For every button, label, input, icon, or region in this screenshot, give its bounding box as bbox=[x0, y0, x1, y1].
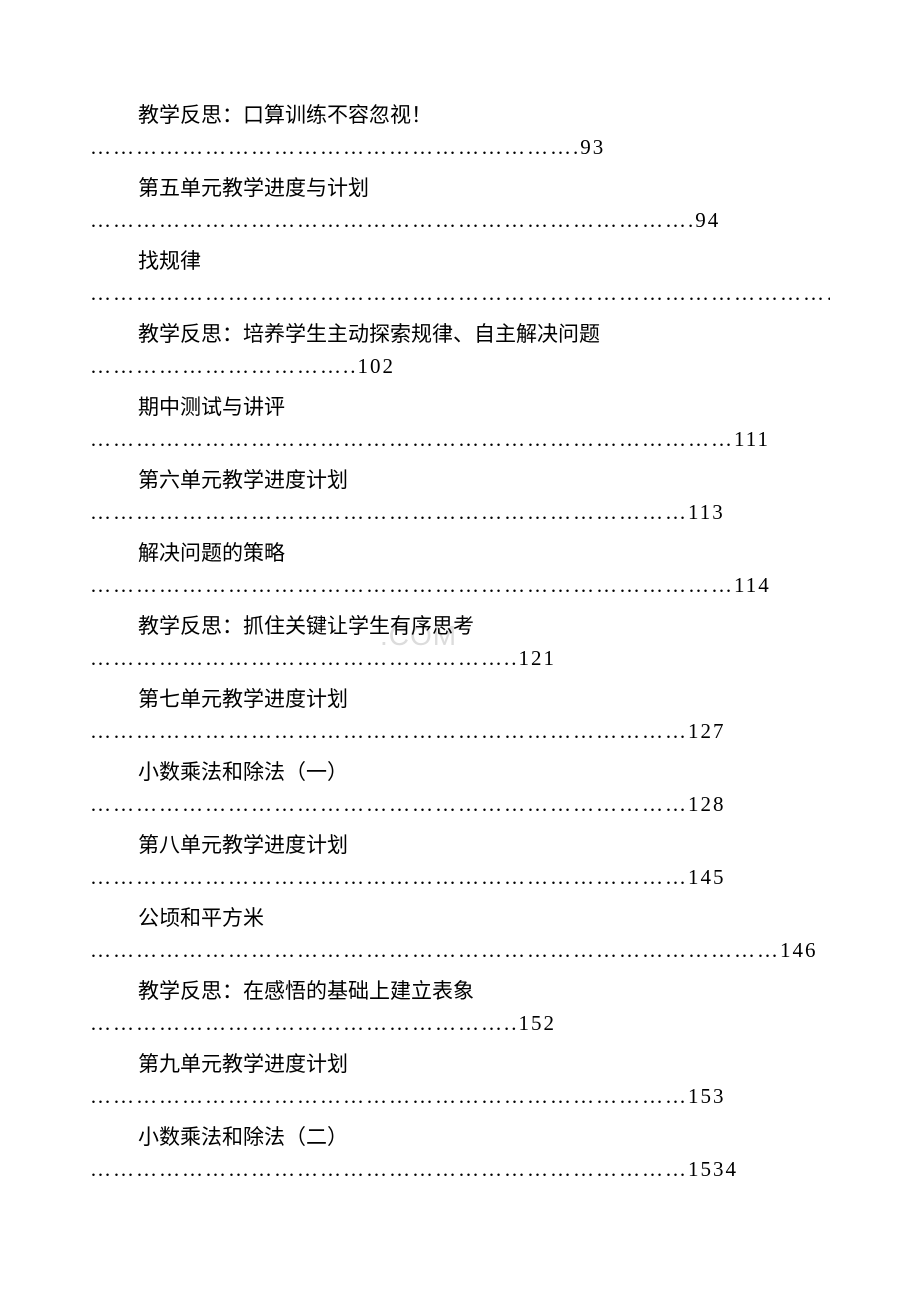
toc-page: 114 bbox=[734, 573, 771, 597]
toc-page: 121 bbox=[519, 646, 557, 670]
toc-dots: …………………………………………………………………………111 bbox=[90, 424, 830, 456]
toc-page: 153 bbox=[688, 1084, 726, 1108]
toc-entry: 教学反思：培养学生主动探索规律、自主解决问题 ……………………………..102 bbox=[90, 319, 830, 382]
toc-entry: 公顷和平方米 ………………………………………………………………………………146 bbox=[90, 903, 830, 966]
toc-dots: ……………………………………………………………………128 bbox=[90, 789, 830, 821]
toc-dots: ……………………………..102 bbox=[90, 351, 830, 383]
toc-title: 教学反思：口算训练不容忽视！ bbox=[90, 100, 830, 132]
toc-page: 102 bbox=[358, 354, 396, 378]
toc-entry: 教学反思：抓住关键让学生有序思考 ………………………………………………..121 bbox=[90, 611, 830, 674]
toc-dots: ……………………………………………………………………1534 bbox=[90, 1154, 830, 1186]
toc-entry: 小数乘法和除法（二） ……………………………………………………………………153… bbox=[90, 1122, 830, 1185]
toc-title: 第六单元教学进度计划 bbox=[90, 465, 830, 497]
toc-title: 教学反思：抓住关键让学生有序思考 bbox=[90, 611, 830, 643]
toc-page: 113 bbox=[688, 500, 725, 524]
toc-page: 146 bbox=[780, 938, 818, 962]
toc-entry: 第八单元教学进度计划 ……………………………………………………………………145 bbox=[90, 830, 830, 893]
toc-entry: 解决问题的策略 …………………………………………………………………………114 bbox=[90, 538, 830, 601]
toc-page: 1534 bbox=[688, 1157, 738, 1181]
toc-entry: 第七单元教学进度计划 ……………………………………………………………………127 bbox=[90, 684, 830, 747]
toc-dots: ……………………………………………………………………127 bbox=[90, 716, 830, 748]
toc-entry: 第九单元教学进度计划 ……………………………………………………………………153 bbox=[90, 1049, 830, 1112]
toc-page: 111 bbox=[734, 427, 770, 451]
toc-title: 小数乘法和除法（一） bbox=[90, 757, 830, 789]
toc-title: 解决问题的策略 bbox=[90, 538, 830, 570]
toc-title: 第八单元教学进度计划 bbox=[90, 830, 830, 862]
toc-title: 第九单元教学进度计划 bbox=[90, 1049, 830, 1081]
toc-title: 期中测试与讲评 bbox=[90, 392, 830, 424]
toc-entry: 找规律 ……………………………………………………………………………………….95 bbox=[90, 246, 830, 309]
toc-dots: ………………………………………………………………………………146 bbox=[90, 935, 830, 967]
toc-title: 找规律 bbox=[90, 246, 830, 278]
toc-title: 小数乘法和除法（二） bbox=[90, 1122, 830, 1154]
toc-entry: 小数乘法和除法（一） ……………………………………………………………………128 bbox=[90, 757, 830, 820]
toc-dots: …………………………………………………………………………114 bbox=[90, 570, 830, 602]
toc-entry: 第五单元教学进度与计划 …………………………………………………………………….9… bbox=[90, 173, 830, 236]
toc-page: 127 bbox=[688, 719, 726, 743]
toc-dots: ……………………………………………………………………145 bbox=[90, 862, 830, 894]
toc-content: 教学反思：口算训练不容忽视！ ……………………………………………………….93 … bbox=[90, 100, 830, 1185]
toc-title: 公顷和平方米 bbox=[90, 903, 830, 935]
toc-dots: ……………………………………………………………………………………….95 bbox=[90, 278, 830, 310]
toc-dots: …………………………………………………………………….94 bbox=[90, 205, 830, 237]
toc-title: 教学反思：培养学生主动探索规律、自主解决问题 bbox=[90, 319, 830, 351]
toc-title: 第七单元教学进度计划 bbox=[90, 684, 830, 716]
toc-entry: 教学反思：口算训练不容忽视！ ……………………………………………………….93 bbox=[90, 100, 830, 163]
toc-dots: ……………………………………………………….93 bbox=[90, 132, 830, 164]
toc-page: 152 bbox=[519, 1011, 557, 1035]
toc-entry: 第六单元教学进度计划 ……………………………………………………………………113 bbox=[90, 465, 830, 528]
toc-dots: ………………………………………………..121 bbox=[90, 643, 830, 675]
toc-page: 94 bbox=[695, 208, 720, 232]
toc-page: 145 bbox=[688, 865, 726, 889]
toc-page: 93 bbox=[580, 135, 605, 159]
toc-title: 第五单元教学进度与计划 bbox=[90, 173, 830, 205]
toc-dots: ……………………………………………………………………113 bbox=[90, 497, 830, 529]
toc-dots: ………………………………………………..152 bbox=[90, 1008, 830, 1040]
toc-dots: ……………………………………………………………………153 bbox=[90, 1081, 830, 1113]
toc-page: 128 bbox=[688, 792, 726, 816]
toc-title: 教学反思：在感悟的基础上建立表象 bbox=[90, 976, 830, 1008]
toc-entry: 期中测试与讲评 …………………………………………………………………………111 bbox=[90, 392, 830, 455]
toc-entry: 教学反思：在感悟的基础上建立表象 ………………………………………………..152 bbox=[90, 976, 830, 1039]
